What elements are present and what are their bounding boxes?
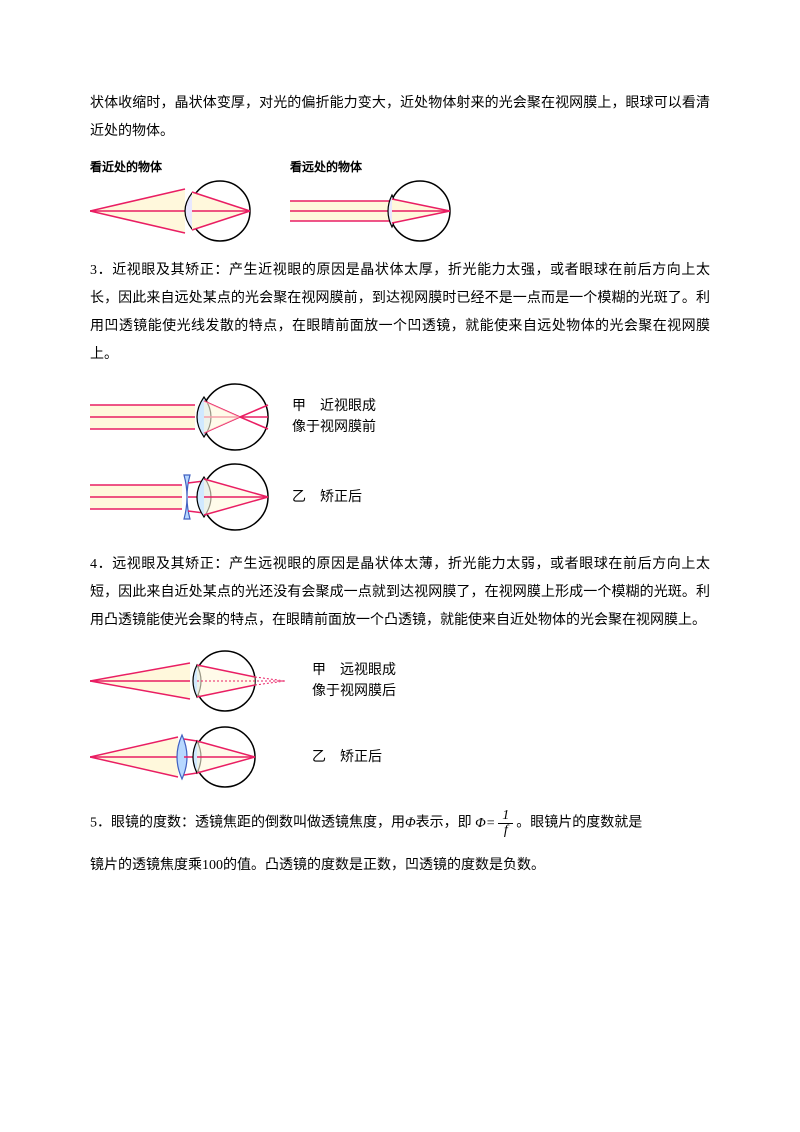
phi-symbol: Φ xyxy=(405,816,416,831)
figure-myopia-b: 乙 矫正后 xyxy=(90,461,710,533)
denominator: f xyxy=(498,824,513,838)
figure-near-label: 看近处的物体 xyxy=(90,158,260,175)
figure-far-label: 看远处的物体 xyxy=(290,158,460,175)
hyperopia-paragraph: 4．远视眼及其矫正：产生远视眼的原因是晶状体太薄，折光能力太弱，或者眼球在前后方… xyxy=(90,551,710,635)
hyperopia-corrected-icon xyxy=(90,723,300,791)
diopter-paragraph-2: 镜片的透镜焦度乘100的值。凸透镜的度数是正数，凹透镜的度数是负数。 xyxy=(90,852,710,880)
caption-line: 像于视网膜后 xyxy=(312,681,396,702)
myopia-paragraph: 3．近视眼及其矫正：产生近视眼的原因是晶状体太厚，折光能力太强，或者眼球在前后方… xyxy=(90,257,710,369)
eye-near-icon xyxy=(90,177,260,245)
figure-hyperopia-b: 乙 矫正后 xyxy=(90,723,710,791)
text-run: 5．眼镜的度数：透镜焦距的倒数叫做透镜焦度，用 xyxy=(90,816,405,831)
diopter-paragraph: 5．眼镜的度数：透镜焦距的倒数叫做透镜焦度，用Φ表示，即 Φ=1f。眼镜片的度数… xyxy=(90,809,710,838)
figure-hyperopia: 甲 远视眼成 像于视网膜后 乙 矫正后 xyxy=(90,647,710,791)
caption-line: 像于视网膜前 xyxy=(292,417,376,438)
myopia-caption-b: 乙 矫正后 xyxy=(292,487,362,508)
hyperopia-caption-b: 乙 矫正后 xyxy=(312,747,382,768)
myopia-corrected-icon xyxy=(90,461,280,533)
hyperopia-caption-a: 甲 远视眼成 像于视网膜后 xyxy=(312,660,396,702)
hyperopia-eye-icon xyxy=(90,647,300,715)
text-run: 。眼镜片的度数就是 xyxy=(516,816,642,831)
figure-near: 看近处的物体 xyxy=(90,158,260,245)
text-run: 表示，即 xyxy=(416,816,472,831)
myopia-caption-a: 甲 近视眼成 像于视网膜前 xyxy=(292,396,376,438)
formula-phi: Φ=1f xyxy=(475,816,516,831)
caption-line: 甲 近视眼成 xyxy=(292,396,376,417)
figure-hyperopia-a: 甲 远视眼成 像于视网膜后 xyxy=(90,647,710,715)
figure-far: 看远处的物体 xyxy=(290,158,460,245)
figure-near-far: 看近处的物体 看远处的物体 xyxy=(90,158,710,245)
figure-myopia-a: 甲 近视眼成 像于视网膜前 xyxy=(90,381,710,453)
caption-line: 甲 远视眼成 xyxy=(312,660,396,681)
text-run: Φ= xyxy=(475,816,495,831)
intro-paragraph: 状体收缩时，晶状体变厚，对光的偏折能力变大，近处物体射来的光会聚在视网膜上，眼球… xyxy=(90,90,710,146)
fraction-1-over-f: 1f xyxy=(498,809,513,838)
numerator: 1 xyxy=(498,809,513,824)
eye-far-icon xyxy=(290,177,460,245)
myopia-eye-icon xyxy=(90,381,280,453)
figure-myopia: 甲 近视眼成 像于视网膜前 乙 矫正后 xyxy=(90,381,710,533)
